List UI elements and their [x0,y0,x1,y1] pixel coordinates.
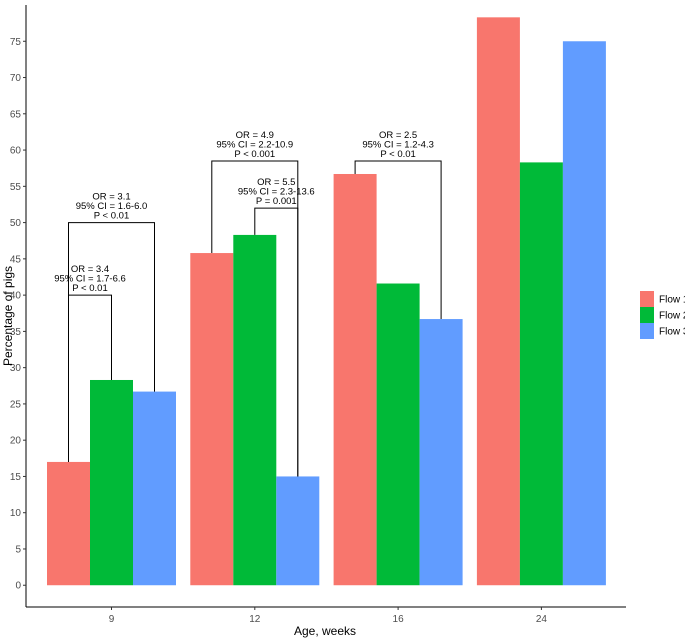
annotation-text: P < 0.01 [94,211,129,222]
y-tick-label: 5 [15,544,21,555]
annotation-text: OR = 2.5 [379,130,417,141]
y-tick-label: 15 [10,472,22,483]
bar-flow-2-week-12 [233,234,277,586]
annotation-text: P < 0.01 [380,149,415,160]
bar-flow-1-week-16 [333,173,377,586]
significance-bracket [254,207,299,477]
y-tick-label: 40 [10,291,22,302]
bars-layer [47,17,606,586]
bar-flow-2-week-16 [376,283,420,586]
x-tick-label: 16 [393,614,405,625]
legend-label: Flow 2 [659,311,685,322]
y-tick-label: 35 [10,327,22,338]
bar-flow-3-week-12 [276,476,320,586]
bar-flow-3-week-16 [419,319,463,586]
bar-flow-1-week-12 [190,253,234,586]
y-tick-label: 20 [10,436,22,447]
y-tick-label: 45 [10,254,22,265]
legend-swatch [640,291,654,307]
legend: Flow 1 Flow 2 Flow 3 [640,291,685,339]
y-tick-label: 10 [10,508,22,519]
significance-bracket [354,160,442,320]
annotation-text: 95% CI = 1.7-6.6 [54,274,126,285]
annotation-text: OR = 5.5 [257,177,295,188]
y-tick-label: 30 [10,363,22,374]
bar-flow-2-week-9 [90,379,133,586]
annotation-text: 95% CI = 1.2-4.3 [362,139,434,150]
y-tick-label: 70 [10,73,22,84]
axes-layer: 0 5 10 15 20 25 30 35 40 45 50 55 60 65 70 75 9 12 16 24 [10,5,626,625]
annotation-text: P < 0.01 [72,283,107,294]
y-tick-label: 0 [15,581,21,592]
y-axis-title: Percentage of pigs [1,266,15,366]
x-tick-label: 9 [109,614,115,625]
annotation-text: 95% CI = 1.6-6.0 [76,201,148,212]
y-tick-label: 75 [10,37,22,48]
annotation-text: OR = 4.9 [236,130,274,141]
y-tick-label: 25 [10,399,22,410]
bar-flow-2-week-24 [519,162,563,586]
legend-label: Flow 1 [659,295,685,306]
x-axis-title: Age, weeks [294,624,356,638]
y-tick-label: 65 [10,109,22,120]
bar-flow-3-week-9 [133,391,176,586]
x-tick-label: 12 [249,614,261,625]
annotation-text: 95% CI = 2.3-13.6 [238,187,315,198]
annotation-text: OR = 3.1 [92,192,130,203]
legend-swatch [640,323,654,339]
significance-bracket [68,294,112,462]
annotation-text: OR = 3.4 [71,264,109,275]
y-tick-label: 60 [10,146,22,157]
bar-flow-1-week-24 [476,17,520,586]
bar-flow-3-week-24 [562,41,606,586]
annotation-text: P = 0.001 [256,196,297,207]
y-tick-label: 50 [10,218,22,229]
legend-label: Flow 3 [659,327,685,338]
x-tick-label: 24 [536,614,548,625]
y-tick-label: 55 [10,182,22,193]
annotation-text: P < 0.001 [234,149,275,160]
annotation-text: 95% CI = 2.2-10.9 [216,139,293,150]
bar-flow-1-week-9 [47,461,90,586]
legend-swatch [640,307,654,323]
